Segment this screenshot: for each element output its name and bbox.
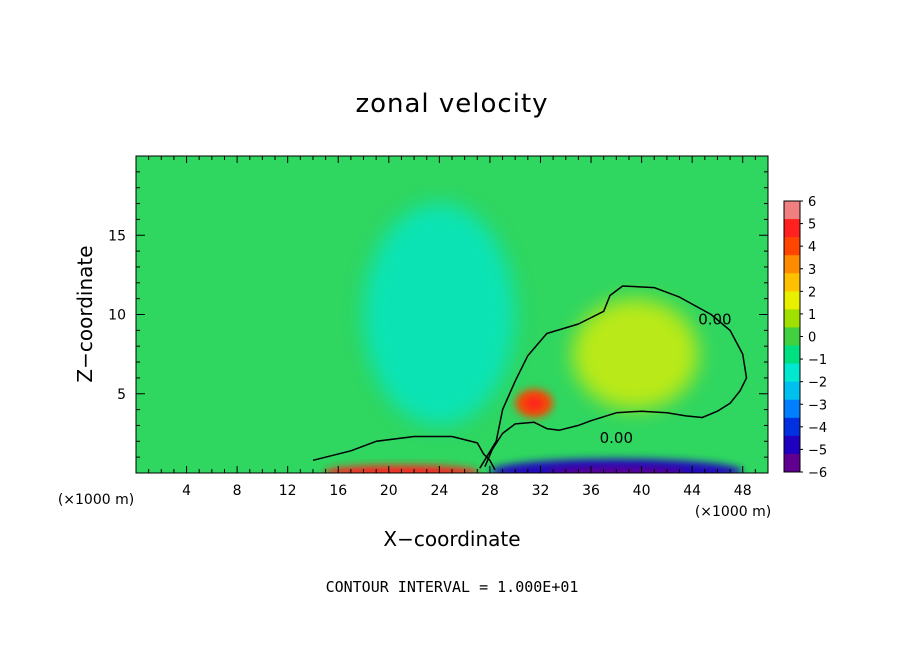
colorbar-label: 2	[808, 285, 816, 300]
colorbar-swatch	[784, 399, 800, 419]
x-axis-unit-left: (×1000 m)	[58, 492, 134, 508]
colorbar-label: −6	[808, 466, 827, 481]
colorbar-swatch	[784, 219, 800, 238]
colorbar-label: 0	[808, 331, 816, 346]
x-tick-label: 40	[633, 483, 651, 499]
y-tick-label: 5	[117, 387, 126, 403]
y-tick-label: 15	[108, 228, 126, 244]
chart-title: zonal velocity	[355, 89, 548, 119]
x-tick-label: 48	[734, 483, 752, 499]
colorbar: 6 5 4 3 2 1 0 −1 −2 −3 −4 −5 −6	[783, 195, 827, 481]
colorbar-swatch	[784, 201, 800, 220]
colorbar-label: 1	[808, 308, 816, 323]
y-axis-ticks: 5 10 15	[108, 171, 768, 458]
colorbar-swatch	[784, 291, 800, 310]
x-tick-label: 8	[233, 483, 242, 499]
colorbar-swatch	[784, 273, 800, 292]
x-tick-label: 24	[430, 483, 448, 499]
x-tick-label: 4	[182, 483, 191, 499]
x-axis-ticks: 4 8 12 16 20 24 28 32 36 40 44 48	[148, 156, 756, 499]
colorbar-label: −1	[808, 353, 827, 368]
contour-lines: 0.00 0.00	[312, 285, 748, 471]
colorbar-label: −3	[808, 398, 827, 413]
x-tick-label: 44	[683, 483, 701, 499]
colorbar-label: 3	[808, 263, 816, 278]
colorbar-swatch	[784, 417, 800, 437]
field-cool-band	[363, 203, 516, 426]
colorbar-label: 6	[808, 195, 816, 210]
x-tick-label: 16	[329, 483, 347, 499]
x-tick-label: 12	[279, 483, 297, 499]
colorbar-label: −2	[808, 376, 827, 391]
colorbar-label: 4	[808, 240, 816, 255]
contour-label: 0.00	[698, 310, 731, 328]
y-axis-label: Z−coordinate	[73, 245, 97, 382]
x-tick-label: 32	[532, 483, 550, 499]
colorbar-label: −5	[808, 443, 827, 458]
colorbar-swatch	[784, 381, 800, 401]
contour-interval-note: CONTOUR INTERVAL = 1.000E+01	[326, 578, 579, 596]
x-tick-label: 36	[582, 483, 600, 499]
colorbar-label: 5	[808, 218, 816, 233]
colorbar-swatch	[784, 363, 800, 383]
contour-label: 0.00	[600, 429, 633, 447]
colorbar-swatch	[784, 327, 800, 347]
x-tick-label: 20	[380, 483, 398, 499]
colorbar-swatch	[784, 255, 800, 274]
field-hot-core	[525, 396, 543, 410]
colorbar-swatch	[784, 453, 800, 473]
x-tick-label: 28	[481, 483, 499, 499]
colorbar-swatch	[784, 309, 800, 328]
velocity-field: 0.00 0.00	[136, 156, 768, 473]
y-tick-label: 10	[108, 308, 126, 324]
x-axis-label: X−coordinate	[383, 527, 520, 551]
colorbar-swatch	[784, 435, 800, 455]
colorbar-swatch	[784, 237, 800, 256]
x-axis-unit-right: (×1000 m)	[695, 504, 771, 520]
field-warm-lobe	[572, 298, 699, 410]
contour-line	[479, 285, 748, 469]
colorbar-swatch	[784, 345, 800, 365]
colorbar-label: −4	[808, 421, 827, 436]
